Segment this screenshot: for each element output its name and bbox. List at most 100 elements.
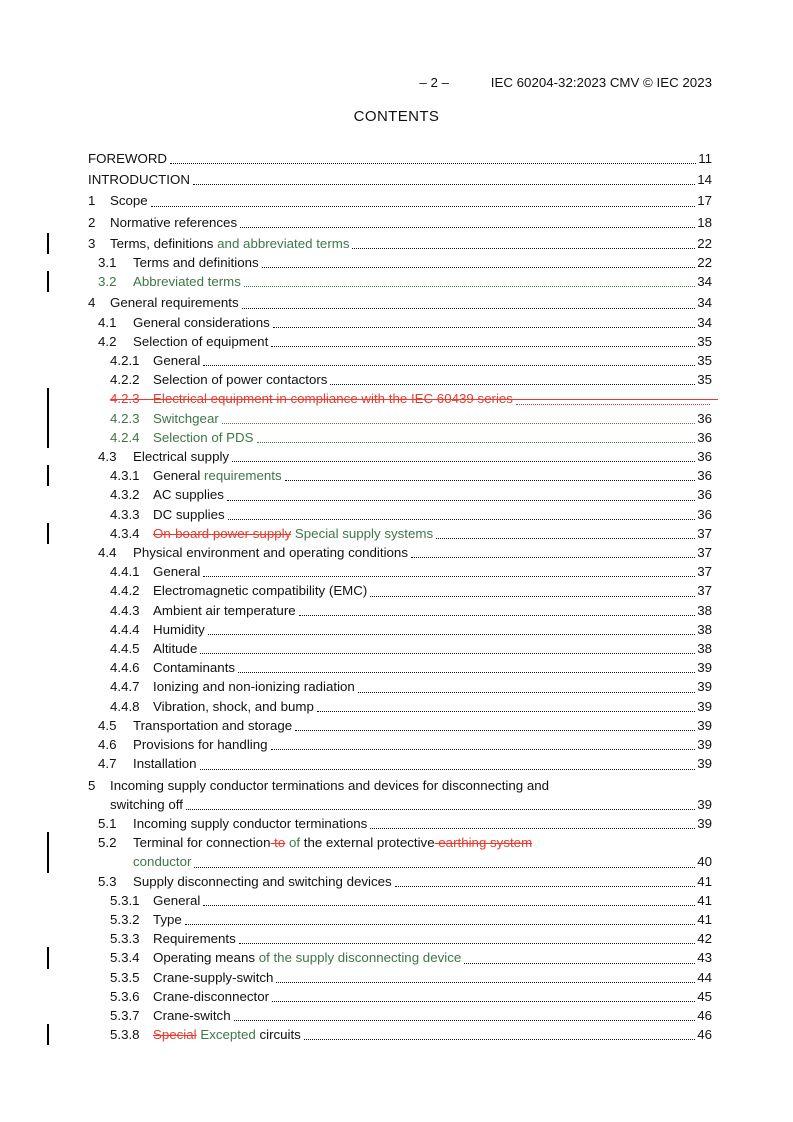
toc-entry[interactable]: 4.4.6 Contaminants 39 <box>88 658 712 677</box>
toc-entry[interactable]: 4.2.3 Electrical equipment in compliance … <box>47 388 718 410</box>
inserted-text: requirements <box>200 468 282 484</box>
toc-entry[interactable]: 5.3.2 Type 41 <box>88 910 712 929</box>
page-number: 43 <box>697 950 712 966</box>
toc-entry[interactable]: 3.1 Terms and definitions 22 <box>88 253 712 272</box>
entry-title: Incoming supply conductor terminations <box>133 814 367 833</box>
clause-number: 4.4 <box>98 545 117 561</box>
toc-entry[interactable]: 5.3.4 Operating means of the supply disco… <box>47 947 712 969</box>
toc-entry[interactable]: 4.4.3 Ambient air temperature 38 <box>88 601 712 620</box>
toc-entry[interactable]: 4.2.1 General 35 <box>88 351 712 370</box>
toc-entry[interactable]: 5.3.6 Crane-disconnector 45 <box>88 987 712 1006</box>
clause-number: 4.2 <box>98 333 117 349</box>
toc-entry[interactable]: 4.4.8 Vibration, shock, and bump 39 <box>88 697 712 716</box>
dot-leader <box>226 499 696 501</box>
change-bar <box>47 388 49 410</box>
inserted-text: of the supply disconnecting device <box>255 950 462 966</box>
dot-leader <box>295 729 696 732</box>
entry-title: General requirements <box>153 466 282 485</box>
toc-entry[interactable]: 4.4.4 Humidity 38 <box>88 620 712 639</box>
toc-entry[interactable]: 4.3.1 General requirements 36 <box>47 465 712 487</box>
page-number: 38 <box>697 641 712 657</box>
entry-text: Selection of equipment <box>133 333 269 349</box>
dot-leader <box>203 364 696 367</box>
page-number: 35 <box>697 333 712 349</box>
toc-entry[interactable]: 3 Terms, definitions and abbreviated term… <box>47 232 712 255</box>
toc-entry[interactable]: 4.2.3 Switchgear 36 <box>47 407 712 429</box>
toc-entry[interactable]: 5.2 Terminal for connection to of the ext… <box>47 832 712 854</box>
dot-leader <box>394 885 696 887</box>
dot-leader <box>232 460 696 463</box>
dot-leader <box>261 266 696 269</box>
change-bar <box>47 522 49 545</box>
toc-entry[interactable]: 4.2.4 Selection of PDS 36 <box>47 426 712 449</box>
toc-entry[interactable]: 4.3.2 AC supplies 36 <box>88 485 712 504</box>
toc-entry[interactable]: 4.5 Transportation and storage 39 <box>88 716 712 735</box>
toc-entry[interactable]: 4.7 Installation 39 <box>88 754 712 773</box>
change-bar <box>47 426 49 449</box>
toc-entry[interactable]: 5.1 Incoming supply conductor termination… <box>88 814 712 833</box>
toc-entry[interactable]: 4.2.2 Selection of power contactors 35 <box>88 370 712 389</box>
page-number: 11 <box>698 151 712 166</box>
dot-leader <box>221 422 696 424</box>
page-number: 36 <box>697 429 712 445</box>
entry-text: Selection of power contactors <box>153 372 328 388</box>
entry-text: Scope <box>110 193 148 209</box>
entry-text: the external protective <box>300 835 435 851</box>
inserted-text: Excepted <box>196 1027 256 1043</box>
inserted-text: of <box>288 835 301 851</box>
clause-number: 2 <box>88 214 96 230</box>
toc-entry[interactable]: 4.1 General considerations 34 <box>88 313 712 332</box>
toc-entry[interactable]: 5.3.1 General 41 <box>88 891 712 910</box>
toc-entry[interactable]: 4 General requirements 34 <box>88 293 712 312</box>
page-number: 22 <box>697 255 712 271</box>
clause-number: 5.3.5 <box>110 969 140 985</box>
dot-leader <box>238 942 696 945</box>
toc-entry[interactable]: 4.3 Electrical supply 36 <box>88 447 712 466</box>
toc-entry[interactable]: FOREWORD 11 <box>88 149 712 168</box>
dot-leader <box>233 1019 696 1022</box>
entry-title: DC supplies <box>153 505 225 524</box>
toc-entry[interactable]: 4.4 Physical environment and operating co… <box>88 543 712 562</box>
toc-entry[interactable]: 4.4.1 General 37 <box>88 562 712 581</box>
entry-title: Incoming supply conductor terminations a… <box>110 776 549 795</box>
entry-title: Installation <box>133 754 197 773</box>
page-number: 37 <box>697 525 712 541</box>
toc-entry[interactable]: 5 Incoming supply conductor terminations … <box>88 776 712 795</box>
entry-title: conductor <box>133 852 191 871</box>
document-reference: IEC 60204-32:2023 CMV © IEC 2023 <box>490 75 712 90</box>
toc-entry[interactable]: 5.3.7 Crane-switch 46 <box>88 1006 712 1025</box>
toc-entry[interactable]: 4.4.2 Electromagnetic compatibility (EMC)… <box>88 581 712 600</box>
toc-entry[interactable]: 4.2 Selection of equipment 35 <box>88 332 712 351</box>
toc-entry[interactable]: 5.3 Supply disconnecting and switching de… <box>88 872 712 891</box>
dot-leader <box>370 827 696 830</box>
entry-title: Physical environment and operating condi… <box>133 543 408 562</box>
entry-title: Terminal for connection to of the extern… <box>133 833 532 852</box>
toc-entry[interactable]: 4.3.4 On-board power supply Special suppl… <box>47 522 712 545</box>
toc-entry[interactable]: 3.2 Abbreviated terms 34 <box>47 271 712 293</box>
toc-entry[interactable]: 5.3.8 Special Excepted circuits 46 <box>47 1024 712 1046</box>
inserted-text: Abbreviated terms <box>133 274 241 290</box>
entry-text: Requirements <box>153 931 236 947</box>
entry-title: Transportation and storage <box>133 716 292 735</box>
clause-number: 5.3.3 <box>110 931 140 947</box>
clause-number: 4.2.3 <box>110 391 140 407</box>
toc-entry[interactable]: 4.4.7 Ionizing and non-ionizing radiation… <box>88 677 712 696</box>
toc-entry[interactable]: switching off 39 <box>88 795 712 814</box>
toc-entry[interactable]: 4.4.5 Altitude 38 <box>88 639 712 658</box>
dot-leader <box>203 575 696 578</box>
toc-entry[interactable]: 4.3.3 DC supplies 36 <box>88 505 712 524</box>
toc-entry[interactable]: 5.3.5 Crane-supply-switch 44 <box>88 968 712 987</box>
toc-entry[interactable]: 4.6 Provisions for handling 39 <box>88 735 712 754</box>
change-bar <box>47 465 49 487</box>
dot-leader <box>515 403 710 405</box>
toc-entry[interactable]: INTRODUCTION 14 <box>88 170 712 189</box>
toc-entry[interactable]: 5.3.3 Requirements 42 <box>88 929 712 948</box>
entry-title: Ionizing and non-ionizing radiation <box>153 677 355 696</box>
page-number: 39 <box>697 756 712 772</box>
entry-text: DC supplies <box>153 506 225 522</box>
toc-entry[interactable]: conductor 40 <box>47 851 712 873</box>
change-bar <box>47 851 49 873</box>
toc-entry[interactable]: 1 Scope 17 <box>88 191 712 210</box>
toc-entry[interactable]: 2 Normative references 18 <box>88 213 712 232</box>
dot-leader <box>227 518 696 520</box>
